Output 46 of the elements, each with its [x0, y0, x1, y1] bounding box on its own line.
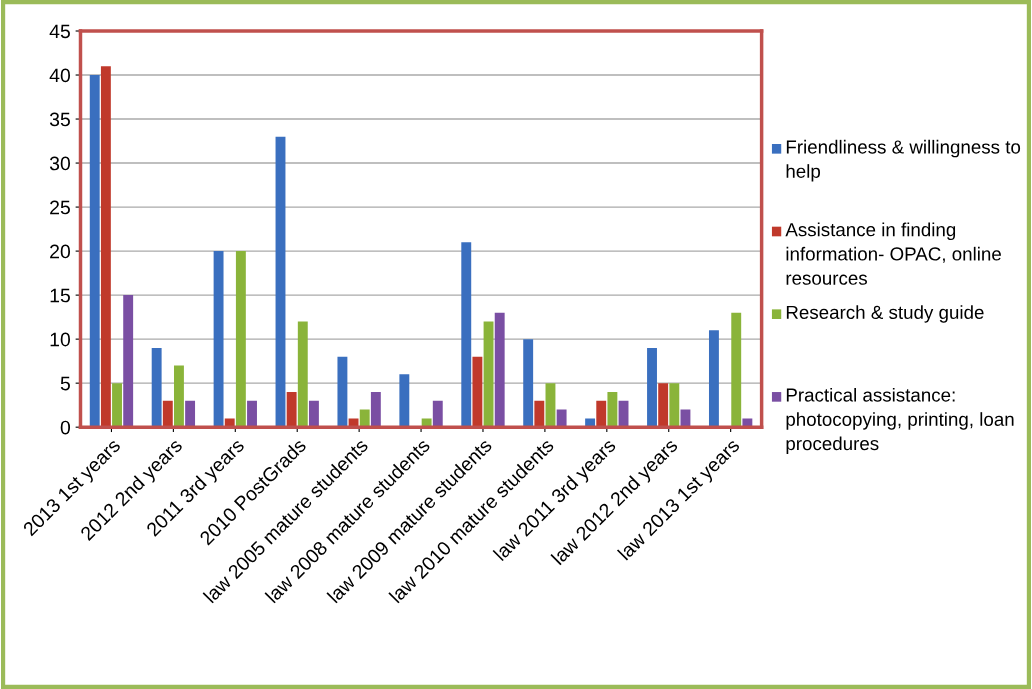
bar — [647, 347, 657, 428]
bar — [247, 400, 257, 428]
bar — [669, 383, 680, 428]
bar — [275, 136, 286, 428]
y-tick-label: 15 — [50, 288, 70, 303]
bar — [123, 295, 134, 428]
y-tick-label: 5 — [60, 376, 70, 391]
bar — [185, 400, 196, 428]
bar — [100, 66, 111, 428]
bar — [596, 400, 607, 428]
bar — [112, 383, 122, 428]
bar — [494, 312, 505, 428]
legend-label: Assistance in finding information- OPAC, online resources — [785, 222, 1001, 285]
bar — [297, 321, 308, 428]
legend-label: Practical assistance: photocopying, printing, loan procedures — [786, 387, 1014, 454]
y-tick-label: 35 — [49, 112, 70, 127]
bar — [607, 391, 618, 428]
bar — [151, 347, 162, 428]
bar — [658, 383, 669, 428]
bar — [523, 339, 534, 428]
legend-label: Research & study guide — [786, 305, 984, 323]
y-tick-label: 25 — [50, 200, 70, 215]
y-tick-label: 20 — [50, 244, 71, 259]
y-tick-label: 40 — [49, 68, 71, 83]
bar — [308, 400, 319, 428]
bar — [731, 312, 742, 428]
y-tick-label: 45 — [49, 24, 70, 39]
bar — [483, 321, 494, 428]
bar — [235, 251, 246, 428]
bar — [472, 356, 483, 428]
bar — [213, 251, 224, 428]
bar — [432, 400, 443, 428]
y-tick-label: 10 — [50, 332, 71, 347]
bar — [461, 242, 472, 428]
bar — [162, 400, 173, 428]
bar — [708, 330, 719, 428]
bar — [399, 374, 410, 428]
y-tick-label: 30 — [49, 156, 71, 171]
legend-label: Friendliness & willingness to help — [786, 139, 1021, 182]
bar — [89, 75, 100, 428]
y-tick-label: 0 — [60, 420, 71, 435]
bar — [370, 391, 381, 428]
bar — [286, 391, 297, 428]
bar — [337, 356, 348, 428]
bar — [174, 365, 184, 428]
bar — [534, 400, 545, 428]
